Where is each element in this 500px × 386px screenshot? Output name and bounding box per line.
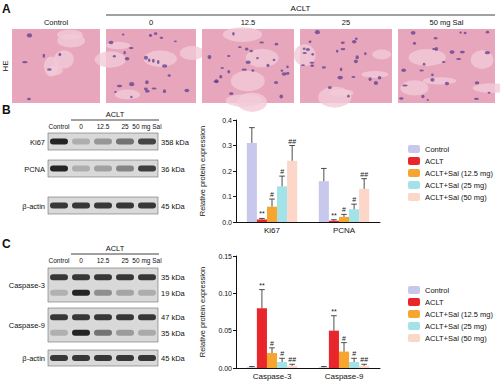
svg-text:358 kDa: 358 kDa — [161, 138, 190, 147]
svg-text:47 kDa: 47 kDa — [161, 313, 186, 322]
svg-text:Caspase-3: Caspase-3 — [9, 281, 45, 290]
svg-text:0.0: 0.0 — [222, 219, 232, 226]
svg-text:50 mg Sal: 50 mg Sal — [132, 123, 162, 131]
svg-text:0.3: 0.3 — [222, 142, 232, 149]
svg-text:50 mg Sal: 50 mg Sal — [132, 257, 162, 265]
svg-text:36 kDa: 36 kDa — [161, 165, 186, 174]
svg-text:PCNA: PCNA — [24, 165, 45, 174]
svg-text:#: # — [280, 350, 284, 357]
svg-text:25: 25 — [121, 123, 129, 130]
svg-text:β-actin: β-actin — [22, 202, 45, 211]
svg-text:ACLT: ACLT — [291, 4, 311, 13]
svg-text:45 kDa: 45 kDa — [161, 202, 186, 211]
svg-text:ACLT: ACLT — [106, 110, 125, 119]
svg-text:#: # — [270, 340, 274, 347]
svg-text:**: ** — [331, 308, 337, 315]
svg-text:45 kDa: 45 kDa — [161, 354, 186, 363]
svg-text:0: 0 — [79, 123, 83, 130]
svg-text:A: A — [2, 2, 11, 16]
svg-text:ACLT: ACLT — [425, 298, 444, 307]
svg-text:50 mg Sal: 50 mg Sal — [430, 18, 464, 27]
svg-text:**: ** — [259, 282, 265, 289]
svg-text:Caspase-9: Caspase-9 — [325, 372, 364, 381]
svg-text:HE: HE — [1, 60, 10, 71]
svg-text:ACLT+Sal (25 mg): ACLT+Sal (25 mg) — [425, 322, 487, 331]
svg-text:Control: Control — [425, 286, 450, 295]
svg-text:#: # — [352, 196, 356, 203]
svg-text:12.5: 12.5 — [97, 123, 110, 130]
svg-text:Control: Control — [49, 257, 71, 264]
svg-text:ACLT+Sal (50 mg): ACLT+Sal (50 mg) — [425, 334, 487, 343]
svg-text:#: # — [342, 335, 346, 342]
svg-text:35 kDa: 35 kDa — [161, 273, 186, 282]
svg-text:0.15: 0.15 — [218, 253, 232, 260]
svg-text:ACLT+Sal (25 mg): ACLT+Sal (25 mg) — [425, 181, 487, 190]
svg-text:ACLT+Sal (50 mg): ACLT+Sal (50 mg) — [425, 193, 487, 202]
svg-text:**: ** — [259, 210, 265, 217]
svg-text:##: ## — [288, 138, 296, 145]
svg-text:#: # — [352, 350, 356, 357]
svg-text:#: # — [270, 191, 274, 198]
svg-text:0.05: 0.05 — [218, 327, 232, 334]
svg-text:0.2: 0.2 — [222, 168, 232, 175]
svg-text:#: # — [342, 206, 346, 213]
svg-text:0: 0 — [149, 18, 153, 27]
svg-text:0.00: 0.00 — [218, 365, 232, 372]
svg-text:0.10: 0.10 — [218, 290, 232, 297]
svg-text:12.5: 12.5 — [241, 18, 256, 27]
svg-text:Relative protein expression: Relative protein expression — [198, 126, 207, 216]
svg-text:#: # — [280, 168, 284, 175]
svg-text:35 kDa: 35 kDa — [161, 329, 186, 338]
svg-text:C: C — [2, 237, 11, 251]
svg-text:0: 0 — [79, 257, 83, 264]
svg-text:##: ## — [360, 356, 368, 363]
svg-text:##: ## — [288, 356, 296, 363]
svg-text:19 kDa: 19 kDa — [161, 289, 186, 298]
svg-text:Control: Control — [425, 145, 450, 154]
svg-text:Caspase-3: Caspase-3 — [253, 372, 292, 381]
svg-text:**: ** — [331, 212, 337, 219]
svg-text:0.4: 0.4 — [222, 117, 232, 124]
svg-text:12.5: 12.5 — [97, 257, 110, 264]
svg-text:Ki67: Ki67 — [30, 138, 45, 147]
svg-text:B: B — [2, 103, 11, 117]
svg-text:25: 25 — [342, 18, 350, 27]
svg-text:ACLT+Sal (12.5 mg): ACLT+Sal (12.5 mg) — [425, 169, 494, 178]
svg-text:##: ## — [360, 171, 368, 178]
svg-text:Ki67: Ki67 — [264, 226, 281, 235]
svg-text:25: 25 — [121, 257, 129, 264]
svg-text:ACLT: ACLT — [106, 244, 125, 253]
svg-text:Control: Control — [44, 18, 69, 27]
svg-text:Relative protein expression: Relative protein expression — [198, 267, 207, 357]
svg-text:ACLT+Sal (12.5 mg): ACLT+Sal (12.5 mg) — [425, 310, 494, 319]
svg-text:Control: Control — [49, 123, 71, 130]
svg-text:0.1: 0.1 — [222, 193, 232, 200]
svg-text:ACLT: ACLT — [425, 157, 444, 166]
svg-text:Caspase-9: Caspase-9 — [9, 321, 45, 330]
svg-text:PCNA: PCNA — [333, 226, 356, 235]
svg-text:β-actin: β-actin — [22, 354, 45, 363]
